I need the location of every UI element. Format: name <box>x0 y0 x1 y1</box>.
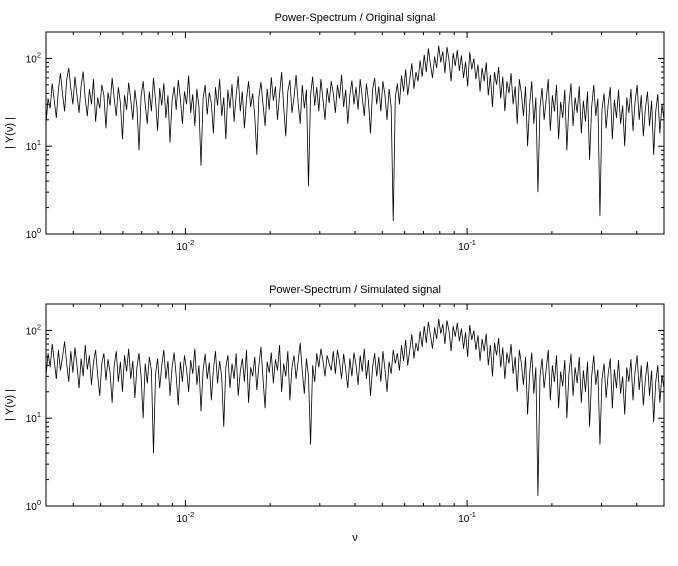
chart-simulated: Power-Spectrum / Simulated signal | Y(ν)… <box>4 284 665 544</box>
spectrum-line <box>45 318 665 497</box>
x-axis-label: ν <box>352 532 358 544</box>
y-axis-label-original: | Y(ν) | <box>4 117 16 149</box>
plot-area-simulated: 10-2 10-1 100 101 102 <box>26 303 665 525</box>
x-tick-label: 10-1 <box>458 238 476 253</box>
chart-title-original: Power-Spectrum / Original signal <box>275 12 436 24</box>
chart-title-simulated: Power-Spectrum / Simulated signal <box>269 284 441 296</box>
y-tick-label: 101 <box>26 138 41 153</box>
x-tick-label: 10-2 <box>177 238 195 253</box>
x-tick-label: 10-2 <box>177 510 195 525</box>
y-tick-label: 100 <box>26 226 41 241</box>
x-tick-label: 10-1 <box>458 510 476 525</box>
axes-box <box>45 303 665 507</box>
y-tick-label: 102 <box>26 50 41 65</box>
y-axis-label-simulated: | Y(ν) | <box>4 389 16 421</box>
y-tick-label: 100 <box>26 498 41 513</box>
chart-original: Power-Spectrum / Original signal | Y(ν) … <box>4 12 665 253</box>
spectrum-line <box>45 45 665 222</box>
plot-area-original: 10-2 10-1 100 101 102 <box>26 31 665 253</box>
y-tick-label: 101 <box>26 410 41 425</box>
tick-marks <box>46 31 665 235</box>
y-tick-label: 102 <box>26 322 41 337</box>
tick-marks <box>46 303 665 507</box>
axes-box <box>45 31 665 235</box>
